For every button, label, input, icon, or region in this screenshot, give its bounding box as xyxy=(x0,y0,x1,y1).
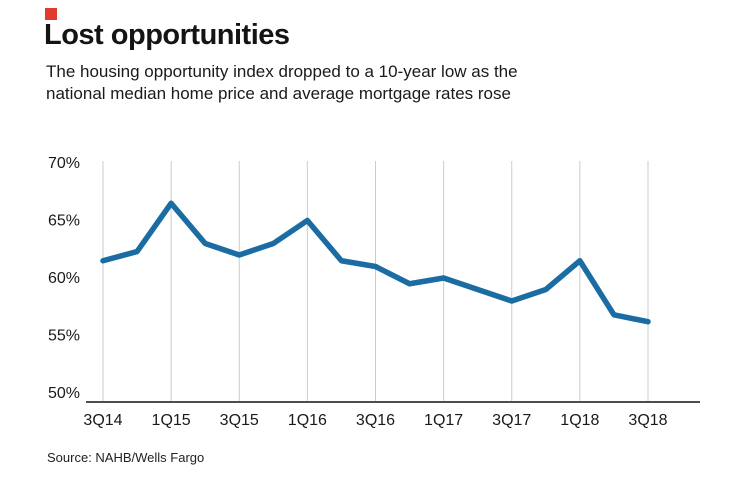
x-tick-label: 3Q18 xyxy=(628,412,667,429)
x-tick-label: 3Q17 xyxy=(492,412,531,429)
x-tick-label: 1Q16 xyxy=(288,412,327,429)
page-title: Lost opportunities xyxy=(44,19,290,51)
x-tick-label: 3Q16 xyxy=(356,412,395,429)
chart-subtitle: The housing opportunity index dropped to… xyxy=(46,61,518,105)
x-tick-label: 3Q14 xyxy=(83,412,122,429)
x-tick-label: 3Q15 xyxy=(220,412,259,429)
y-tick-label: 55% xyxy=(48,328,80,345)
chart-subtitle-line2: national median home price and average m… xyxy=(46,84,511,103)
line-series xyxy=(100,200,651,325)
x-tick-label: 1Q17 xyxy=(424,412,463,429)
x-tick-label: 1Q15 xyxy=(152,412,191,429)
source-attribution: Source: NAHB/Wells Fargo xyxy=(47,450,205,465)
chart-subtitle-line1: The housing opportunity index dropped to… xyxy=(46,62,518,81)
y-tick-label: 60% xyxy=(48,270,80,287)
brand-square-icon xyxy=(45,8,57,20)
x-tick-label: 1Q18 xyxy=(560,412,599,429)
y-tick-label: 70% xyxy=(48,155,80,172)
y-tick-label: 50% xyxy=(48,385,80,402)
y-tick-label: 65% xyxy=(48,213,80,230)
